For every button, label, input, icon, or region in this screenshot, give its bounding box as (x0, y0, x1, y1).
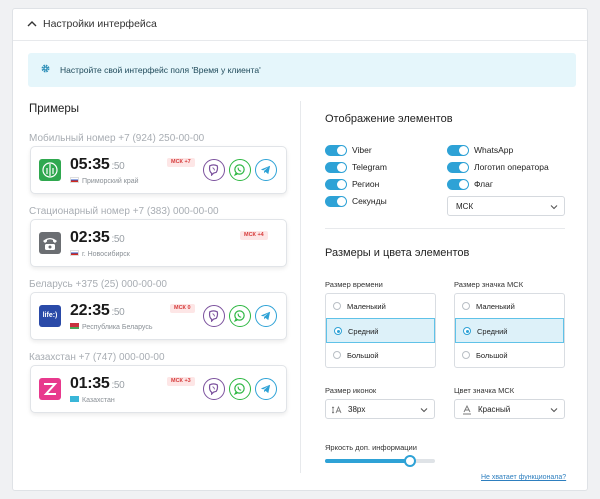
region-text: Казахстан (70, 396, 115, 404)
client-time: 05:35:50 (70, 156, 125, 173)
radio-option-medium[interactable]: Средний (455, 318, 564, 343)
msk-icon-size-radio-group: Маленький Средний Большой (454, 293, 565, 368)
msk-color-select[interactable]: Красный (454, 399, 565, 419)
altel-operator-icon (39, 378, 61, 400)
toggle-switch[interactable] (325, 179, 347, 190)
info-banner: Настройте свой интерфейс поля 'Время у к… (28, 53, 576, 87)
viber-icon[interactable] (203, 159, 225, 181)
section-title: Настройки интерфейса (43, 18, 157, 30)
client-time: 02:35:50 (70, 229, 125, 246)
vertical-divider (300, 101, 301, 473)
sizes-title: Размеры и цвета элементов (325, 247, 470, 259)
examples-title: Примеры (29, 103, 80, 115)
radio-button[interactable] (333, 302, 341, 310)
example-card: 05:35:50 Приморский край МСК +7 (30, 146, 287, 194)
chevron-down-icon (420, 408, 428, 413)
toggle-switch[interactable] (325, 196, 347, 207)
megafon-icon (39, 159, 61, 181)
msk-color-label: Цвет значка МСК (454, 386, 515, 395)
chevron-down-icon (550, 205, 558, 210)
msk-badge: МСК 0 (170, 304, 195, 313)
slider-fill (325, 459, 410, 463)
radio-button[interactable] (333, 351, 341, 359)
time-size-radio-group: Маленький Средний Большой (325, 293, 436, 368)
brightness-slider[interactable] (325, 455, 435, 467)
belarus-flag-icon (70, 323, 79, 329)
kazakhstan-flag-icon (70, 396, 79, 402)
whatsapp-icon[interactable] (229, 305, 251, 327)
example-label: Мобильный номер +7 (924) 250-00-00 (29, 133, 205, 144)
example-card: life:) 22:35:50 Республика Беларусь МСК … (30, 292, 287, 340)
chevron-down-icon (550, 408, 558, 413)
gear-icon (41, 64, 50, 73)
timezone-select[interactable]: МСК (447, 196, 565, 216)
toggle-switch[interactable] (447, 179, 469, 190)
region-text: г. Новосибирск (70, 250, 130, 258)
example-card: 02:35:50 г. Новосибирск МСК +4 (30, 219, 287, 267)
whatsapp-icon[interactable] (229, 378, 251, 400)
slider-thumb[interactable] (403, 455, 416, 467)
radio-button[interactable] (462, 351, 470, 359)
client-time: 01:35:50 (70, 375, 125, 392)
brightness-label: Яркость доп. информации (325, 443, 417, 452)
russia-flag-icon (70, 250, 79, 256)
settings-card: Настройки интерфейса Настройте свой инте… (12, 8, 588, 491)
text-size-icon (332, 405, 342, 414)
msk-badge: МСК +7 (167, 158, 195, 167)
example-label: Стационарный номер +7 (383) 000-00-00 (29, 206, 219, 217)
radio-option-large[interactable]: Большой (326, 343, 435, 368)
radio-option-medium[interactable]: Средний (326, 318, 435, 343)
telegram-icon[interactable] (255, 378, 277, 400)
example-label: Беларусь +375 (25) 000-00-00 (29, 279, 167, 290)
banner-text: Настройте свой интерфейс поля 'Время у к… (60, 65, 261, 75)
missing-functionality-link[interactable]: Не хватает функционала? (481, 474, 567, 481)
example-card: 01:35:50 Казахстан МСК +3 (30, 365, 287, 413)
russia-flag-icon (70, 177, 79, 183)
life-operator-icon: life:) (39, 305, 61, 327)
horizontal-divider (325, 228, 565, 229)
radio-option-small[interactable]: Маленький (455, 294, 564, 319)
telegram-icon[interactable] (255, 305, 277, 327)
region-text: Приморский край (70, 177, 139, 185)
display-title: Отображение элементов (325, 113, 453, 125)
viber-icon[interactable] (203, 378, 225, 400)
msk-badge: МСК +4 (240, 231, 268, 240)
msk-icon-size-label: Размер значка МСК (454, 280, 524, 289)
toggle-switch[interactable] (325, 162, 347, 173)
telegram-icon[interactable] (255, 159, 277, 181)
icon-size-select[interactable]: 38px (325, 399, 435, 419)
toggle-switch[interactable] (447, 145, 469, 156)
example-label: Казахстан +7 (747) 000-00-00 (29, 352, 165, 363)
toggle-switch[interactable] (447, 162, 469, 173)
region-text: Республика Беларусь (70, 323, 152, 331)
chevron-up-icon[interactable] (27, 19, 37, 29)
text-color-icon (463, 405, 471, 415)
msk-badge: МСК +3 (167, 377, 195, 386)
time-size-label: Размер времени (325, 280, 383, 289)
landline-phone-icon (39, 232, 61, 254)
client-time: 22:35:50 (70, 302, 125, 319)
toggle-switch[interactable] (325, 145, 347, 156)
icon-size-label: Размер иконок (325, 386, 377, 395)
radio-option-large[interactable]: Большой (455, 343, 564, 368)
radio-button[interactable] (463, 327, 471, 335)
collapsible-header[interactable]: Настройки интерфейса (13, 9, 587, 41)
viber-icon[interactable] (203, 305, 225, 327)
radio-option-small[interactable]: Маленький (326, 294, 435, 319)
radio-button[interactable] (334, 327, 342, 335)
whatsapp-icon[interactable] (229, 159, 251, 181)
radio-button[interactable] (462, 302, 470, 310)
